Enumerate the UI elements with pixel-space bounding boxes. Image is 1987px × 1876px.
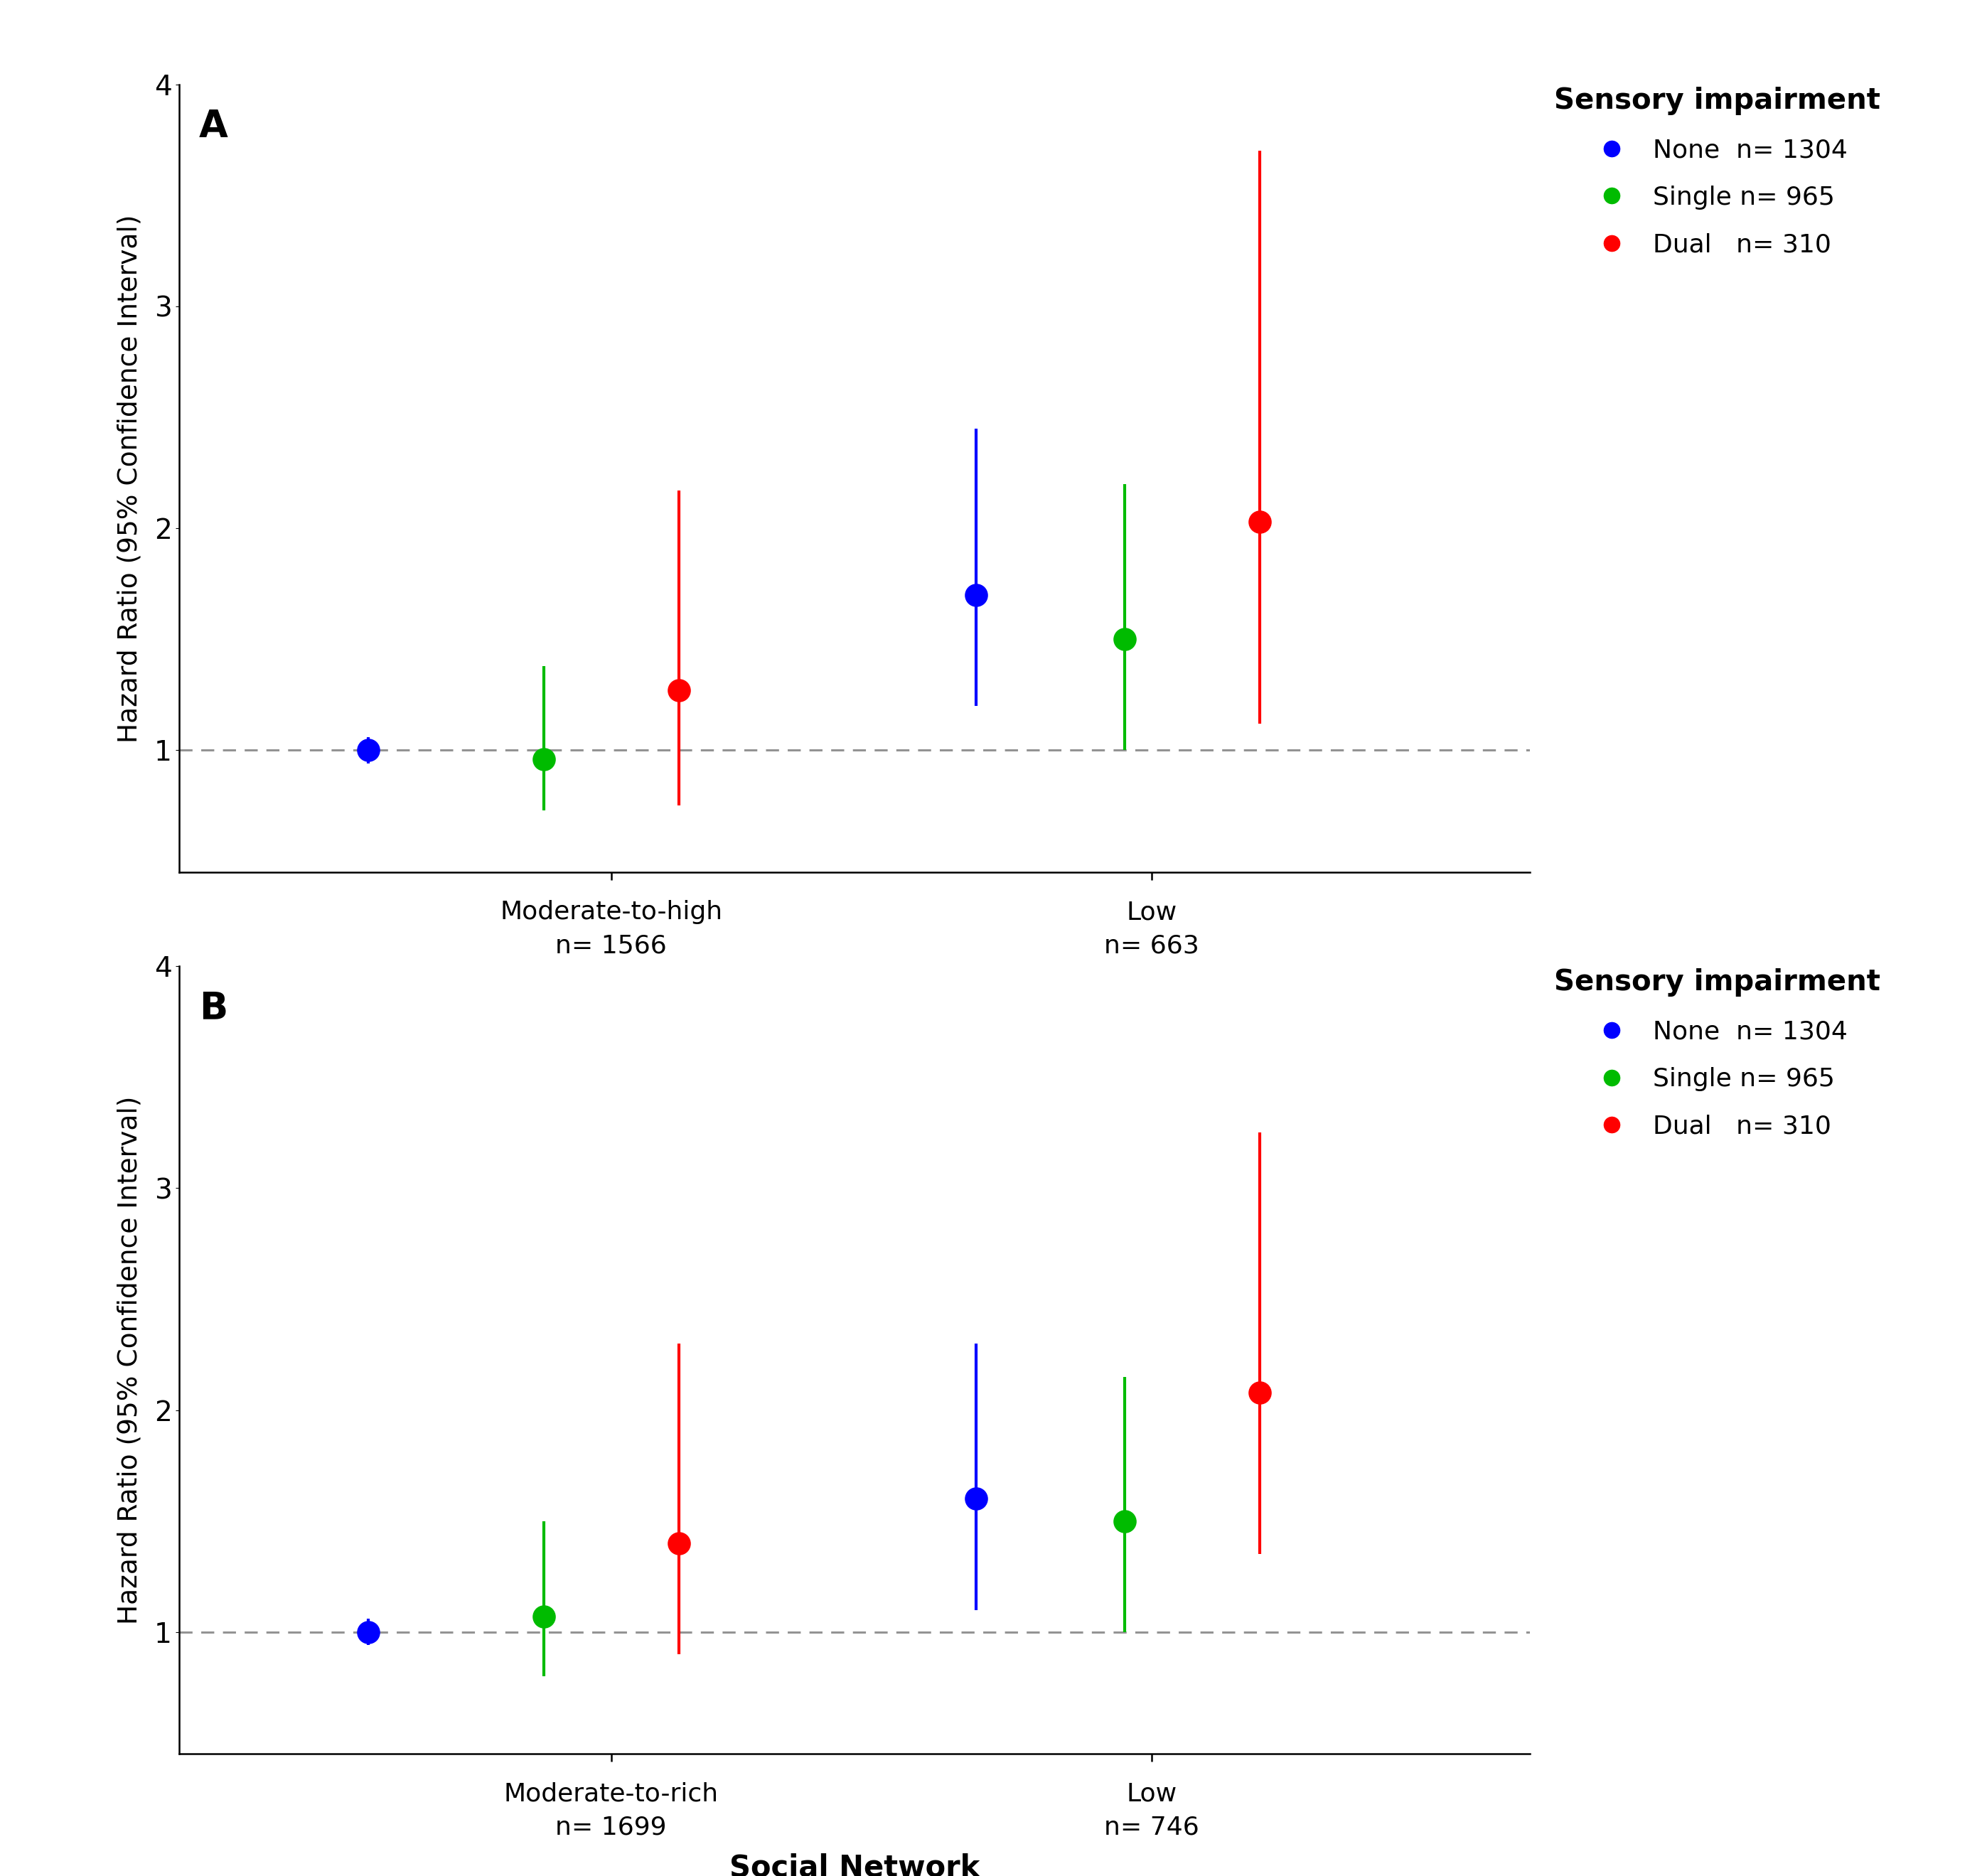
Text: Low: Low [1127,1782,1176,1807]
Text: A: A [199,109,229,144]
Point [352,1617,383,1647]
Y-axis label: Hazard Ratio (95% Confidence Interval): Hazard Ratio (95% Confidence Interval) [117,1096,143,1625]
Point [529,1602,560,1632]
Text: n= 746: n= 746 [1105,1816,1200,1840]
Text: n= 1566: n= 1566 [556,934,668,959]
Point [1109,1506,1141,1536]
Point [960,1484,992,1514]
Text: Social Network: Social Network [729,1853,980,1876]
Point [1244,507,1276,537]
Text: Leisure activity: Leisure activity [725,972,984,1002]
Text: B: B [199,991,229,1026]
Point [664,675,695,705]
Text: n= 1699: n= 1699 [556,1816,668,1840]
Point [1109,625,1141,655]
Point [960,580,992,610]
Text: Moderate-to-high: Moderate-to-high [501,900,723,925]
Text: n= 663: n= 663 [1105,934,1200,959]
Text: Low: Low [1127,900,1176,925]
Legend: None  n= 1304, Single n= 965, Dual   n= 310: None n= 1304, Single n= 965, Dual n= 310 [1544,959,1890,1150]
Legend: None  n= 1304, Single n= 965, Dual   n= 310: None n= 1304, Single n= 965, Dual n= 310 [1544,77,1890,268]
Point [664,1529,695,1559]
Point [352,735,383,765]
Point [529,745,560,775]
Point [1244,1377,1276,1407]
Y-axis label: Hazard Ratio (95% Confidence Interval): Hazard Ratio (95% Confidence Interval) [117,214,143,743]
Text: Moderate-to-rich: Moderate-to-rich [505,1782,719,1807]
